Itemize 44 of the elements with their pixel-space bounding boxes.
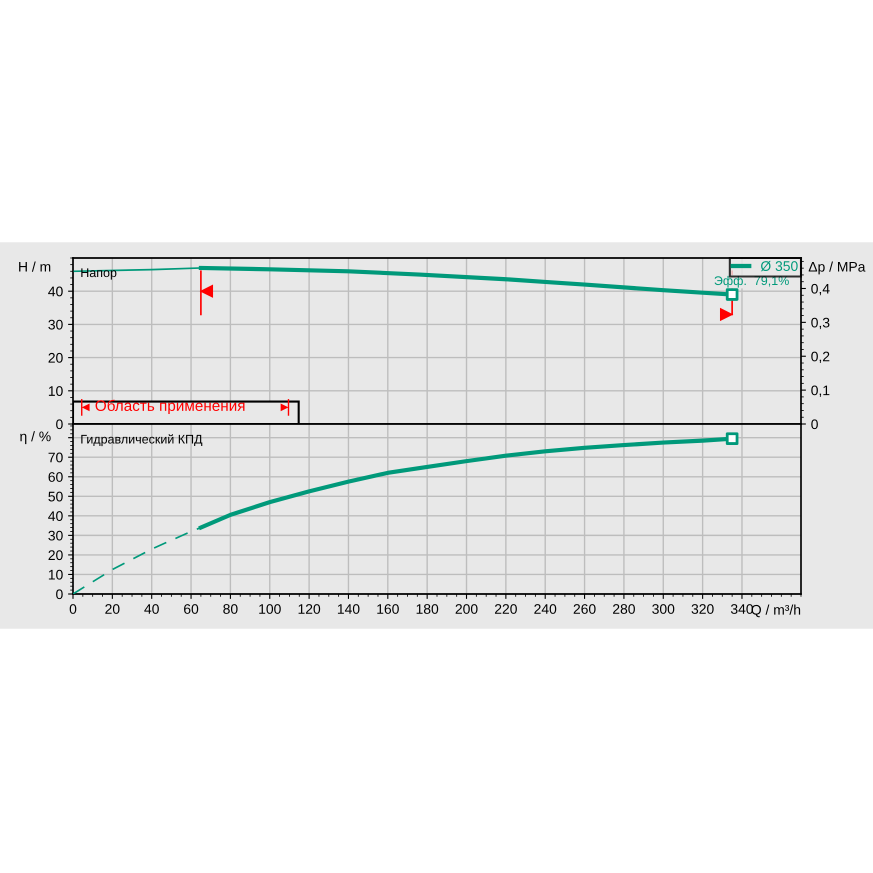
x-tick-label: 100 [259,604,281,614]
x-tick-label: 60 [184,604,198,614]
annotation: Напор [81,268,116,280]
x-tick-label: 80 [223,604,238,614]
y-axis-title: H / m [19,261,50,272]
x-tick-label: 40 [144,604,159,614]
y-tick-label: 0 [56,419,63,430]
x-tick-label: 340 [730,604,754,614]
y2-tick-label: 0,3 [811,318,830,330]
y-tick-label: 0 [56,589,63,600]
y2-tick-label: 0,4 [811,284,830,296]
y2-tick-label: 0,2 [811,352,830,364]
x-tick-label: 0 [70,604,76,614]
y-tick-label: 30 [48,530,63,541]
y2-tick-label: 0 [811,419,818,430]
annotation: Гидравлический КПД [81,434,202,446]
y-tick-label: 50 [48,492,63,502]
x-tick-label: 220 [494,604,517,614]
y2-tick-label: 0,1 [811,385,830,397]
x-tick-label: 200 [456,604,478,614]
y2-axis-title: Δp / MPa [808,261,866,274]
x-tick-label: 20 [105,604,120,614]
x-tick-label: 320 [692,604,714,614]
y-axis-title: η / % [20,431,51,444]
y-tick-label: 30 [48,320,63,330]
y-tick-label: 40 [48,511,63,522]
y-tick-label: 70 [48,452,63,462]
x-tick-label: 260 [574,604,596,614]
x-tick-label: 140 [338,604,360,614]
y-tick-label: 10 [48,386,63,396]
y-tick-label: 20 [48,550,63,560]
x-tick-label: 120 [298,604,320,614]
y-tick-label: 20 [48,352,63,363]
annotation: Область применения [96,400,244,414]
x-tick-label: 300 [652,604,674,614]
x-tick-label: 240 [534,604,556,614]
x-tick-label: 160 [377,604,399,614]
x-tick-label: 180 [416,604,438,614]
annotation: Эфф. 79,1% [714,276,789,288]
legend-label: Ø 350 [760,260,798,272]
x-tick-label: 280 [613,604,635,614]
y-tick-label: 10 [48,570,63,580]
y-tick-label: 40 [48,286,63,296]
y-tick-label: 60 [48,472,63,482]
